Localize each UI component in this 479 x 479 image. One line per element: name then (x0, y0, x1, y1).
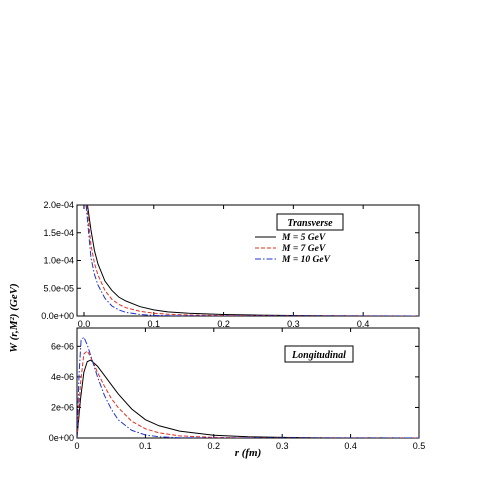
transverse-y-tick-label: 1.0e-04 (43, 256, 74, 266)
longitudinal-x-tick-label: 0.4 (344, 441, 357, 451)
longitudinal-series-m-7-gev (77, 350, 419, 438)
transverse-y-tick-label: 2.0e-04 (43, 200, 74, 210)
longitudinal-x-tick-label: 0.3 (276, 441, 289, 451)
longitudinal-panel: 0 0.1 0.2 0.3 0.4 0.5 0e+00 2e-06 4e-06 6e-06 Lon… (49, 327, 426, 451)
transverse-panel: 0.0 0.1 0.2 0.3 0.4 0.0e+00 5.0e-05 1.0e-04 1.5e… (41, 200, 420, 329)
transverse-y-tick-label: 5.0e-05 (43, 283, 74, 293)
longitudinal-x-tick-label: 0.2 (208, 441, 221, 451)
longitudinal-label: Longitudinal (291, 350, 346, 361)
transverse-x-tick-label: 0.4 (357, 319, 370, 329)
transverse-x-tick-label: 0.2 (217, 319, 230, 329)
longitudinal-y-tick-label: 6e-06 (51, 341, 74, 351)
longitudinal-label-box: Longitudinal (284, 345, 354, 363)
longitudinal-plot-frame (76, 327, 420, 439)
transverse-label-frame (276, 213, 344, 231)
legend-label-m-10-gev: M = 10 GeV (281, 255, 331, 265)
longitudinal-y-tick-label: 2e-06 (51, 402, 74, 412)
longitudinal-label-frame (284, 345, 354, 363)
transverse-plot-frame (76, 204, 420, 317)
longitudinal-series (77, 336, 419, 438)
transverse-series-m-10-gev (85, 205, 419, 316)
longitudinal-series-m-10-gev (77, 336, 419, 438)
transverse-series (85, 205, 419, 316)
y-axis-label: W (r,M²) (GeV) (8, 283, 20, 352)
legend-label-m-5-gev: M = 5 GeV (281, 233, 326, 243)
longitudinal-y-tick-label: 0e+00 (49, 433, 74, 443)
longitudinal-x-tick-label: 0.5 (413, 441, 426, 451)
transverse-x-tick-label: 0.1 (148, 319, 161, 329)
transverse-y-tick-label: 1.5e-04 (43, 228, 74, 238)
x-axis-label: r (fm) (235, 447, 262, 459)
transverse-x-tick-label: 0.3 (287, 319, 300, 329)
longitudinal-y-tick-label: 4e-06 (51, 372, 74, 382)
transverse-ticks: 0.0 0.1 0.2 0.3 0.4 0.0e+00 5.0e-05 1.0e-04 1.5e… (41, 200, 419, 329)
transverse-x-tick-label: 0.0 (78, 319, 91, 329)
transverse-y-tick-label: 0.0e+00 (41, 311, 74, 321)
longitudinal-series-m-5-gev (77, 359, 419, 438)
longitudinal-x-tick-label: 0 (74, 441, 79, 451)
longitudinal-x-tick-label: 0.1 (139, 441, 152, 451)
transverse-label: Transverse (287, 218, 333, 229)
transverse-label-box: Transverse (276, 213, 344, 231)
legend-label-m-7-gev: M = 7 GeV (281, 244, 326, 254)
